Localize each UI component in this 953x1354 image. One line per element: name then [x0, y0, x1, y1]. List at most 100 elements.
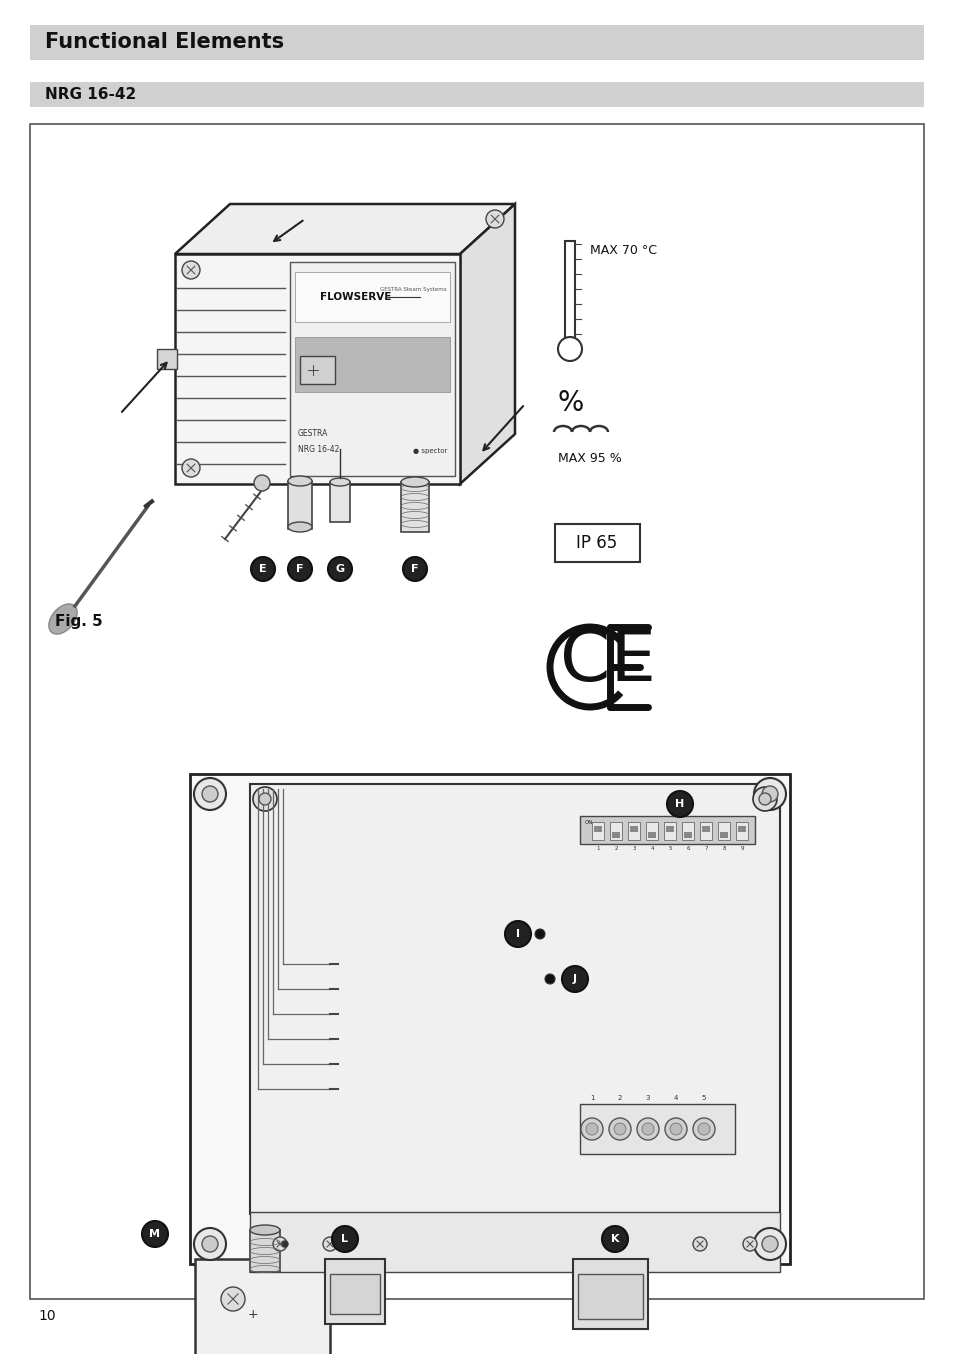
Bar [647, 831, 656, 838]
Text: H: H [675, 799, 684, 808]
Text: F: F [296, 565, 303, 574]
Ellipse shape [49, 604, 77, 634]
Text: NRG 16-42: NRG 16-42 [45, 87, 136, 102]
Text: 4: 4 [650, 846, 653, 852]
Bar [738, 826, 745, 831]
Circle shape [182, 261, 200, 279]
Polygon shape [174, 204, 515, 255]
Text: 6: 6 [685, 846, 689, 852]
Bar [681, 822, 693, 839]
Text: ON: ON [584, 821, 593, 825]
Text: MAX 95 %: MAX 95 % [558, 452, 621, 464]
Circle shape [544, 974, 555, 984]
Bar [735, 822, 747, 839]
Bar [629, 826, 638, 831]
Text: E: E [259, 565, 267, 574]
Circle shape [332, 1225, 357, 1252]
Bar [665, 826, 673, 831]
Ellipse shape [288, 523, 312, 532]
Circle shape [666, 791, 692, 816]
Circle shape [202, 1236, 218, 1252]
Circle shape [485, 210, 503, 227]
Circle shape [258, 793, 271, 806]
Circle shape [752, 787, 776, 811]
Bar [174, 255, 459, 483]
Circle shape [761, 787, 778, 802]
Bar [700, 822, 711, 839]
Circle shape [761, 1236, 778, 1252]
Bar [30, 125, 923, 1298]
Circle shape [601, 1225, 627, 1252]
Text: 9: 9 [740, 846, 743, 852]
Circle shape [282, 1242, 288, 1247]
Bar [157, 349, 177, 370]
Text: 4: 4 [673, 1095, 678, 1101]
Circle shape [753, 1228, 785, 1261]
Circle shape [288, 556, 312, 581]
Bar [30, 83, 923, 107]
Bar [294, 337, 450, 393]
Bar [564, 241, 575, 341]
Bar [290, 263, 455, 477]
Text: J: J [573, 974, 577, 984]
Circle shape [535, 929, 544, 940]
Text: GESTRA Steam Systems: GESTRA Steam Systems [380, 287, 447, 291]
Text: K: K [610, 1233, 618, 1244]
Text: Fig. 5: Fig. 5 [55, 613, 103, 630]
Bar [720, 831, 727, 838]
Text: IP 65: IP 65 [576, 533, 617, 552]
Text: 3: 3 [632, 846, 635, 852]
Text: M: M [150, 1229, 160, 1239]
Circle shape [251, 556, 274, 581]
Bar [609, 822, 621, 839]
Bar [299, 356, 335, 385]
Circle shape [637, 1118, 659, 1140]
Circle shape [753, 779, 785, 810]
Circle shape [328, 556, 352, 581]
Bar [578, 1274, 642, 1319]
Bar [288, 481, 312, 529]
Text: Functional Elements: Functional Elements [45, 32, 284, 53]
Circle shape [580, 1118, 602, 1140]
Bar [325, 1259, 385, 1324]
Circle shape [664, 1118, 686, 1140]
Text: 1: 1 [596, 846, 599, 852]
Circle shape [193, 1228, 226, 1261]
Bar [718, 822, 729, 839]
Circle shape [561, 965, 587, 992]
Text: 1: 1 [589, 1095, 594, 1101]
Circle shape [142, 1221, 168, 1247]
Text: 5: 5 [667, 846, 671, 852]
Ellipse shape [400, 477, 429, 487]
Bar [594, 826, 601, 831]
Text: 8: 8 [721, 846, 725, 852]
Circle shape [742, 1238, 757, 1251]
Polygon shape [459, 204, 515, 483]
Circle shape [504, 921, 531, 946]
Bar [663, 822, 676, 839]
Bar [627, 822, 639, 839]
Circle shape [641, 1122, 654, 1135]
Circle shape [692, 1118, 714, 1140]
Text: F: F [411, 565, 418, 574]
Ellipse shape [330, 478, 350, 486]
Bar [190, 774, 789, 1265]
Ellipse shape [250, 1225, 280, 1235]
Bar [250, 1212, 780, 1271]
Text: 3: 3 [645, 1095, 650, 1101]
Text: MAX 70 °C: MAX 70 °C [589, 244, 657, 257]
Text: G: G [335, 565, 344, 574]
Bar [250, 784, 780, 1215]
Circle shape [253, 475, 270, 492]
Circle shape [273, 1238, 287, 1251]
Text: 7: 7 [703, 846, 707, 852]
Circle shape [585, 1122, 598, 1135]
Bar [701, 826, 709, 831]
Text: %: % [558, 389, 583, 417]
Bar [330, 482, 350, 523]
Circle shape [614, 1122, 625, 1135]
Text: 10: 10 [38, 1309, 55, 1323]
Text: CE: CE [559, 627, 656, 696]
Bar [645, 822, 658, 839]
Text: I: I [516, 929, 519, 940]
